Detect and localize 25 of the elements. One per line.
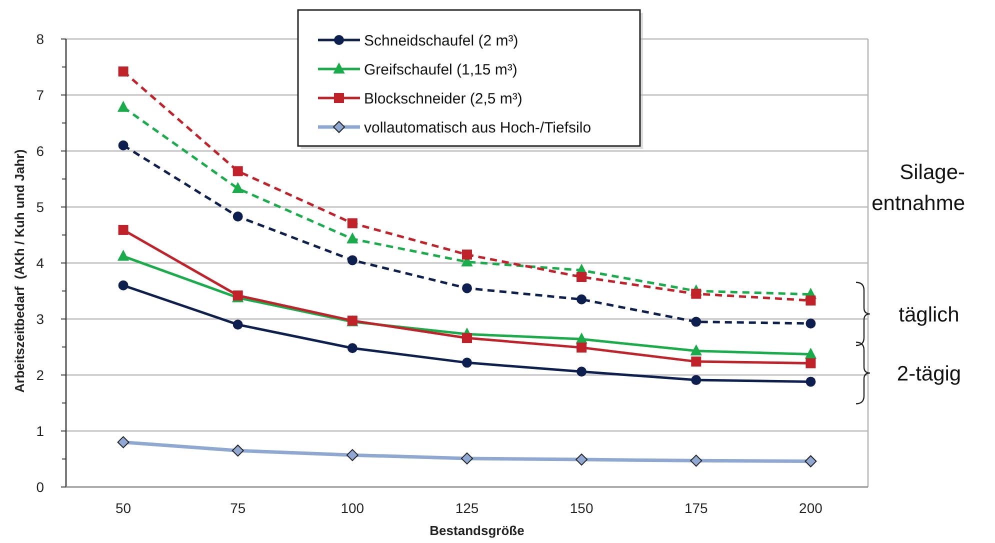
- y-tick-label: 5: [36, 198, 44, 215]
- legend-label: Schneidschaufel (2 m³): [364, 32, 518, 50]
- x-tick-label: 175: [684, 500, 708, 516]
- y-tick-label: 6: [36, 142, 44, 159]
- y-axis-title: Arbeitszeitbedarf (AKh / Kuh und Jahr): [12, 149, 27, 393]
- y-tick-label: 4: [36, 254, 44, 271]
- x-tick-label: 125: [455, 500, 479, 516]
- x-tick-label: 150: [570, 500, 594, 516]
- y-tick-label: 3: [36, 310, 44, 327]
- x-tick-label: 100: [340, 500, 364, 516]
- y-tick-label: 2: [36, 366, 44, 383]
- x-tick-label: 200: [799, 500, 823, 516]
- y-tick-label: 1: [36, 422, 44, 439]
- text: 2-tägig: [896, 362, 962, 386]
- legend-label: vollautomatisch aus Hoch-/Tiefsilo: [364, 119, 592, 136]
- x-axis-title: Bestandsgröße: [430, 523, 524, 538]
- x-tick-label: 50: [115, 500, 132, 516]
- legend-label: Greifschaufel (1,15 m³): [364, 61, 518, 78]
- text: täglich: [898, 303, 960, 326]
- y-tick-label: 0: [36, 478, 44, 495]
- y-tick-label: 8: [36, 30, 44, 47]
- y-tick-label: 7: [36, 86, 44, 103]
- legend-label: Blockschneider (2,5 m³): [364, 90, 522, 108]
- x-tick-label: 75: [230, 500, 246, 516]
- text: Silage- entnahme: [872, 161, 965, 215]
